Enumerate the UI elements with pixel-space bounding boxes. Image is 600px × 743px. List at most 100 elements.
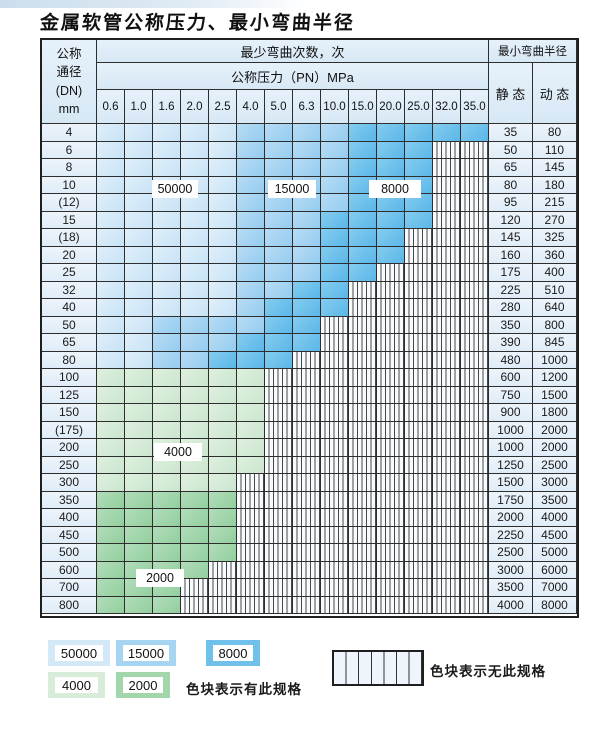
cell-spec-15000 bbox=[181, 316, 209, 334]
cell-spec-50000 bbox=[153, 264, 181, 282]
cell-no-spec bbox=[321, 456, 349, 474]
cell-no-spec bbox=[321, 579, 349, 597]
cell-no-spec bbox=[349, 439, 377, 457]
cell-spec-4000 bbox=[97, 404, 125, 422]
cell-dn: 300 bbox=[42, 474, 97, 492]
cell-no-spec bbox=[377, 579, 405, 597]
cell-no-spec bbox=[377, 299, 405, 317]
cell-no-spec bbox=[377, 316, 405, 334]
cell-spec-15000 bbox=[265, 264, 293, 282]
region-label-15000: 15000 bbox=[268, 180, 316, 198]
cell-spec-50000 bbox=[97, 211, 125, 229]
legend-swatch-8000: 8000 bbox=[206, 640, 260, 666]
cell-no-spec bbox=[405, 264, 433, 282]
cell-spec-50000 bbox=[97, 194, 125, 212]
cell-no-spec bbox=[461, 194, 489, 212]
legend-swatch-15000: 15000 bbox=[116, 640, 176, 666]
cell-no-spec bbox=[405, 334, 433, 352]
cell-spec-50000 bbox=[209, 246, 237, 264]
cell-dynamic-radius: 3500 bbox=[533, 491, 577, 509]
cell-spec-2000 bbox=[125, 596, 153, 614]
cell-spec-8000 bbox=[237, 351, 265, 369]
cell-spec-50000 bbox=[209, 211, 237, 229]
cell-no-spec bbox=[321, 526, 349, 544]
spec-table: 公称 通径 (DN) mm 最少弯曲次数，次 最小弯曲半径 公称压力（PN）MPa 静 态动 … bbox=[40, 38, 579, 618]
cell-spec-15000 bbox=[265, 211, 293, 229]
region-label-8000: 8000 bbox=[369, 180, 421, 198]
cell-no-spec bbox=[377, 334, 405, 352]
cell-dynamic-radius: 215 bbox=[533, 194, 577, 212]
header-pressure-col: 20.0 bbox=[377, 90, 405, 124]
cell-static-radius: 480 bbox=[489, 351, 533, 369]
cell-static-radius: 4000 bbox=[489, 596, 533, 614]
header-pressure-col: 1.6 bbox=[153, 90, 181, 124]
cell-spec-4000 bbox=[181, 386, 209, 404]
cell-no-spec bbox=[433, 491, 461, 509]
cell-no-spec bbox=[377, 404, 405, 422]
header-dn-line: mm bbox=[58, 101, 80, 116]
legend-swatch-50000: 50000 bbox=[48, 640, 110, 666]
cell-no-spec bbox=[349, 334, 377, 352]
cell-no-spec bbox=[293, 474, 321, 492]
cell-spec-15000 bbox=[237, 211, 265, 229]
cell-spec-15000 bbox=[265, 141, 293, 159]
cell-no-spec bbox=[349, 369, 377, 387]
cell-spec-8000 bbox=[349, 264, 377, 282]
cell-dn: (18) bbox=[42, 229, 97, 247]
cell-spec-4000 bbox=[237, 386, 265, 404]
cell-spec-2000 bbox=[153, 491, 181, 509]
cell-spec-8000 bbox=[349, 124, 377, 142]
cell-dn: 6 bbox=[42, 141, 97, 159]
cell-no-spec bbox=[377, 456, 405, 474]
cell-no-spec bbox=[461, 404, 489, 422]
cell-no-spec bbox=[461, 509, 489, 527]
cell-no-spec bbox=[321, 439, 349, 457]
cell-no-spec bbox=[461, 159, 489, 177]
cell-no-spec bbox=[349, 509, 377, 527]
page-title: 金属软管公称压力、最小弯曲半径 bbox=[39, 12, 356, 34]
cell-spec-50000 bbox=[181, 159, 209, 177]
cell-dn: 20 bbox=[42, 246, 97, 264]
cell-spec-8000 bbox=[293, 334, 321, 352]
cell-spec-50000 bbox=[97, 334, 125, 352]
cell-spec-2000 bbox=[97, 579, 125, 597]
cell-no-spec bbox=[377, 544, 405, 562]
cell-spec-50000 bbox=[125, 281, 153, 299]
cell-no-spec bbox=[209, 596, 237, 614]
cell-spec-4000 bbox=[125, 404, 153, 422]
cell-no-spec bbox=[405, 439, 433, 457]
cell-spec-2000 bbox=[209, 544, 237, 562]
cell-no-spec bbox=[321, 561, 349, 579]
legend-no-spec-text: 色块表示无此规格 bbox=[430, 664, 546, 679]
cell-spec-15000 bbox=[321, 159, 349, 177]
cell-no-spec bbox=[433, 561, 461, 579]
cell-dn: 65 bbox=[42, 334, 97, 352]
cell-spec-50000 bbox=[209, 299, 237, 317]
cell-no-spec bbox=[433, 579, 461, 597]
cell-spec-4000 bbox=[181, 404, 209, 422]
cell-dn: 200 bbox=[42, 439, 97, 457]
cell-spec-4000 bbox=[97, 421, 125, 439]
cell-no-spec bbox=[209, 561, 237, 579]
cell-spec-15000 bbox=[293, 159, 321, 177]
header-pressure-col: 4.0 bbox=[237, 90, 265, 124]
cell-no-spec bbox=[433, 439, 461, 457]
cell-static-radius: 145 bbox=[489, 229, 533, 247]
cell-dynamic-radius: 4000 bbox=[533, 509, 577, 527]
cell-static-radius: 160 bbox=[489, 246, 533, 264]
cell-no-spec bbox=[461, 491, 489, 509]
cell-dn: 25 bbox=[42, 264, 97, 282]
cell-no-spec bbox=[349, 596, 377, 614]
cell-spec-8000 bbox=[293, 299, 321, 317]
cell-spec-50000 bbox=[125, 211, 153, 229]
region-label-2000: 2000 bbox=[136, 569, 184, 587]
cell-spec-4000 bbox=[153, 421, 181, 439]
cell-spec-8000 bbox=[405, 211, 433, 229]
cell-spec-2000 bbox=[153, 596, 181, 614]
cell-no-spec bbox=[293, 526, 321, 544]
cell-dn: 32 bbox=[42, 281, 97, 299]
cell-no-spec bbox=[461, 316, 489, 334]
cell-dn: 250 bbox=[42, 456, 97, 474]
cell-spec-50000 bbox=[97, 141, 125, 159]
cell-spec-4000 bbox=[209, 421, 237, 439]
